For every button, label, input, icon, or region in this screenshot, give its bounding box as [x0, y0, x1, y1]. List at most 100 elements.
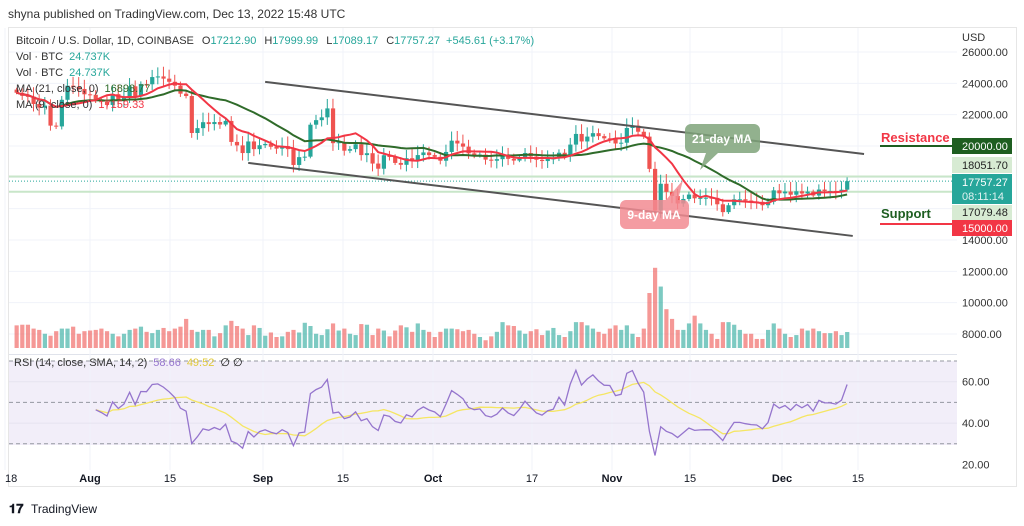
volume-bar: [93, 329, 98, 348]
candle-body: [150, 77, 155, 85]
candle-body: [76, 86, 81, 89]
resistance-price: 20000.00: [962, 141, 1008, 153]
price-tick: 10000.00: [962, 298, 1008, 310]
volume-bar: [31, 328, 36, 348]
volume-bar: [342, 328, 347, 348]
volume-bar: [404, 327, 409, 348]
volume-bar: [698, 323, 703, 348]
volume-bar: [121, 333, 127, 348]
candle-body: [88, 94, 93, 96]
candle-body: [619, 142, 624, 144]
time-axis-label: 18: [5, 473, 17, 485]
low-line-box: [952, 205, 1012, 220]
volume-bar: [88, 330, 93, 348]
candle-body: [585, 136, 590, 142]
rsi-tick: 60.00: [962, 377, 990, 389]
volume-bar: [658, 286, 663, 348]
volume-bar: [788, 337, 793, 348]
volume-bar: [506, 325, 511, 348]
candle-body: [777, 190, 782, 194]
price-axis[interactable]: USD 14000.00 20000.00 18051.70 17757.27 …: [952, 32, 1012, 472]
volume-bar: [353, 335, 358, 348]
volume-bar: [477, 337, 483, 348]
volume-bar: [438, 331, 443, 348]
time-axis-label: Nov: [602, 473, 624, 485]
volume-bar: [669, 318, 675, 348]
candle-body: [184, 93, 189, 97]
time-axis-label: Sep: [253, 473, 273, 485]
candle-body: [274, 146, 279, 149]
volume-bar: [144, 331, 149, 348]
volume-bar: [14, 325, 19, 348]
time-axis-label: 15: [337, 473, 349, 485]
volume-bar: [65, 328, 70, 348]
volume-bar: [619, 329, 624, 348]
volume-bar: [234, 326, 240, 348]
volume-bar: [749, 333, 754, 348]
candle-body: [415, 155, 420, 161]
chart-frame: [8, 27, 1017, 487]
volume-bar: [675, 329, 680, 348]
candle-body: [692, 194, 697, 199]
volume-bar: [110, 333, 115, 348]
volume-bar: [703, 329, 709, 348]
volume-bar: [178, 326, 183, 348]
volume-bar: [613, 325, 618, 348]
volume-bar: [692, 315, 697, 348]
moving-averages: [16, 82, 848, 205]
volume-bar: [189, 329, 194, 348]
tradingview-logo[interactable]: 𝟏𝟕 TradingView: [9, 501, 97, 516]
time-axis[interactable]: 18 Aug 15 Sep 15 Oct 17 Nov 15 Dec 15: [5, 473, 864, 485]
candle-body: [161, 76, 166, 79]
volume-bar: [104, 331, 110, 348]
price-tick: 8000.00: [962, 329, 1002, 341]
rsi-tick: 40.00: [962, 418, 990, 430]
volume-bar: [201, 329, 206, 348]
candle-body: [167, 78, 172, 82]
candle-body: [71, 85, 76, 87]
ma21-line: [16, 89, 848, 202]
candle-body: [336, 142, 341, 144]
volume-bar: [127, 329, 132, 348]
volume-bar: [133, 328, 138, 348]
candle-body: [297, 157, 302, 165]
ma21-callout[interactable]: 21-day MA: [685, 124, 760, 170]
volume-bar: [709, 333, 714, 348]
volume-bar: [732, 324, 737, 348]
pane-separator[interactable]: [9, 354, 957, 355]
candle-body: [720, 204, 725, 213]
candle-body: [579, 133, 584, 142]
candle-body: [703, 197, 709, 199]
trend-lines[interactable]: [248, 80, 865, 237]
ma9-callout[interactable]: 9-day MA: [620, 180, 689, 229]
volume-bar: [308, 326, 313, 348]
tradingview-wordmark: TradingView: [31, 502, 97, 516]
volume-bar: [167, 331, 172, 348]
price-tick: 12000.00: [962, 266, 1008, 278]
volume-bar: [681, 329, 686, 348]
candle-body: [636, 125, 641, 132]
volume-bar: [816, 331, 822, 348]
candle-body: [201, 122, 206, 129]
candle-body: [540, 159, 545, 162]
volume-bar: [528, 331, 533, 348]
trend-line-channel-lower: [248, 161, 853, 237]
last-price-box: [952, 174, 1012, 204]
candle-body: [460, 143, 466, 147]
candle-body: [449, 140, 454, 152]
candle-body: [257, 145, 262, 150]
candle-body: [353, 144, 358, 150]
volume-bar: [325, 329, 330, 348]
price-tick: 26000.00: [962, 47, 1008, 59]
candle-body: [658, 183, 663, 211]
volume-bar: [799, 328, 805, 348]
candle-body: [737, 199, 742, 201]
volume-bar: [263, 335, 268, 348]
volume-bar: [585, 325, 590, 348]
volume-bar: [607, 328, 612, 348]
price-tick: 22000.00: [962, 110, 1008, 122]
volume-bar: [466, 329, 471, 348]
candle-body: [726, 205, 731, 213]
candle-body: [545, 159, 550, 162]
